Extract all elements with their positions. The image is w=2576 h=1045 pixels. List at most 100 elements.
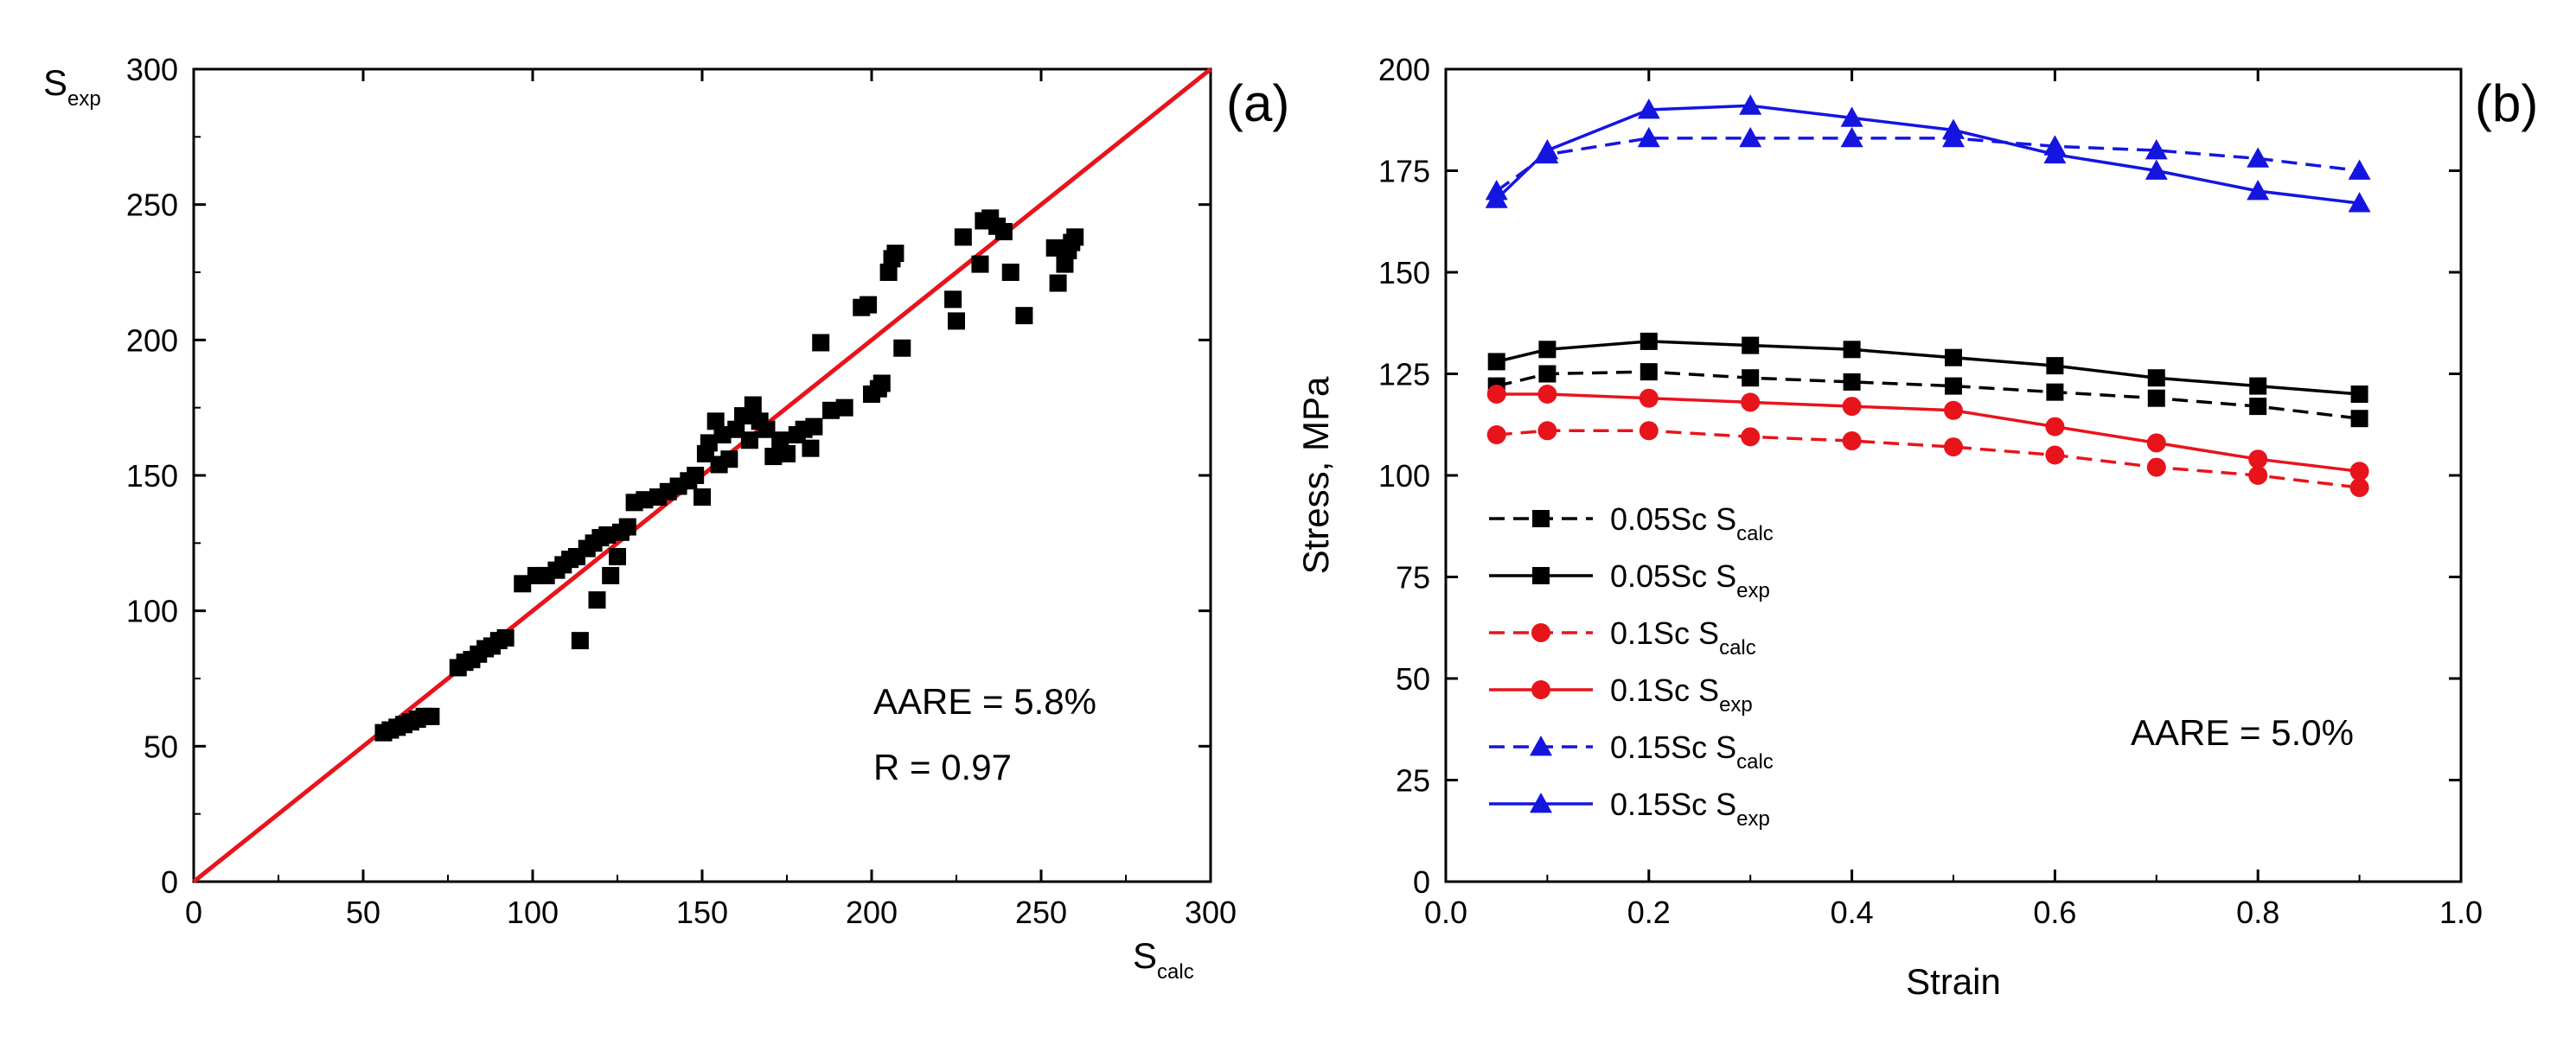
data-point bbox=[994, 223, 1013, 240]
y-tick-label: 25 bbox=[1396, 763, 1430, 799]
y-tick-label: 75 bbox=[1396, 560, 1430, 596]
circle-marker bbox=[1486, 425, 1506, 444]
circle-marker bbox=[1842, 397, 1862, 417]
data-point bbox=[771, 431, 789, 449]
annotation: R = 0.97 bbox=[873, 747, 1012, 787]
legend-label-subscript: calc bbox=[1719, 636, 1756, 659]
legend-label: 0.05Sc Sexp bbox=[1610, 558, 1770, 602]
data-point bbox=[778, 444, 796, 462]
data-point bbox=[618, 518, 636, 536]
x-axis-title-subscript: calc bbox=[1157, 960, 1194, 984]
triangle-marker bbox=[1637, 126, 1660, 148]
triangle-marker bbox=[1840, 126, 1863, 148]
legend-label: 0.1Sc Sexp bbox=[1610, 672, 1753, 717]
y-tick-label: 150 bbox=[126, 458, 178, 494]
data-point bbox=[602, 566, 620, 584]
square-marker bbox=[2046, 357, 2064, 375]
legend-label-subscript: exp bbox=[1719, 693, 1753, 717]
data-point bbox=[740, 431, 758, 449]
data-point bbox=[713, 426, 732, 443]
circle-marker bbox=[2045, 445, 2065, 465]
y-tick-label: 300 bbox=[126, 52, 178, 87]
data-point bbox=[727, 420, 745, 438]
square-marker bbox=[1532, 510, 1550, 527]
square-marker bbox=[2249, 377, 2267, 395]
data-point bbox=[971, 255, 989, 273]
data-point bbox=[944, 290, 962, 309]
panel-label: (a) bbox=[1226, 74, 1289, 132]
square-marker bbox=[2147, 369, 2165, 387]
legend-label-subscript: calc bbox=[1736, 522, 1774, 545]
y-tick-label: 100 bbox=[1378, 458, 1430, 494]
y-axis-title-main: S bbox=[43, 62, 67, 103]
square-marker bbox=[2249, 398, 2267, 416]
x-tick-label: 0.4 bbox=[1831, 895, 1874, 930]
data-point bbox=[496, 629, 515, 647]
series-line bbox=[1496, 340, 2360, 396]
y-tick-label: 125 bbox=[1378, 357, 1430, 392]
square-marker bbox=[1742, 369, 1760, 387]
legend-label: 0.15Sc Sexp bbox=[1610, 787, 1770, 831]
circle-marker bbox=[1639, 421, 1659, 441]
triangle-marker bbox=[1536, 139, 1559, 160]
circle-marker bbox=[2248, 449, 2268, 469]
panel-a-scatter-chart: 0 50 100 150 200 250 300 0 50 100 150 200 250 300 Sexp… bbox=[43, 52, 1289, 984]
x-tick-label: 0.8 bbox=[2236, 895, 2279, 930]
x-tick-label: 0.0 bbox=[1424, 895, 1467, 930]
x-axis-title: Scalc bbox=[1133, 935, 1194, 984]
circle-marker bbox=[2146, 433, 2166, 453]
y-tick-label: 150 bbox=[1378, 255, 1430, 290]
triangle-marker bbox=[1739, 94, 1762, 115]
data-point bbox=[744, 396, 762, 414]
data-point bbox=[873, 374, 891, 392]
y-tick-label: 250 bbox=[126, 188, 178, 223]
triangle-marker bbox=[2348, 192, 2371, 213]
x-tick-label: 50 bbox=[346, 895, 380, 930]
data-point bbox=[821, 401, 840, 419]
x-tick-label: 0.6 bbox=[2033, 895, 2076, 930]
data-point bbox=[571, 632, 589, 650]
square-marker bbox=[1945, 348, 1962, 366]
panel-label: (b) bbox=[2475, 74, 2538, 132]
data-point bbox=[700, 434, 718, 452]
x-tick-label: 1.0 bbox=[2439, 895, 2483, 930]
circle-marker bbox=[1944, 437, 1963, 457]
square-marker bbox=[1538, 341, 1556, 359]
series-line bbox=[1495, 104, 2360, 205]
square-marker bbox=[1640, 363, 1658, 381]
data-point bbox=[1066, 228, 1084, 246]
triangle-marker bbox=[1739, 126, 1762, 148]
legend-label-main: 0.05Sc S bbox=[1610, 558, 1736, 594]
x-tick-label: 150 bbox=[676, 895, 728, 930]
triangle-marker bbox=[1530, 736, 1552, 756]
x-tick-label: 0.2 bbox=[1627, 895, 1671, 930]
x-axis-title-main: S bbox=[1133, 935, 1157, 976]
square-marker bbox=[1487, 353, 1505, 371]
square-marker bbox=[2046, 383, 2064, 401]
series-line bbox=[1496, 429, 2360, 489]
data-point bbox=[1001, 264, 1020, 281]
data-point bbox=[1045, 239, 1064, 257]
circle-marker bbox=[1537, 385, 1557, 404]
data-point bbox=[720, 450, 738, 468]
legend-label-main: 0.15Sc S bbox=[1610, 730, 1736, 765]
triangle-marker bbox=[2043, 143, 2067, 164]
y-axis-title: Stress, MPa bbox=[1295, 376, 1336, 574]
x-tick-label: 0 bbox=[185, 895, 202, 930]
square-marker bbox=[1843, 341, 1861, 359]
triangle-marker bbox=[2247, 180, 2270, 201]
triangle-marker bbox=[2145, 159, 2168, 180]
data-point bbox=[805, 417, 823, 436]
series-line bbox=[1495, 137, 2360, 193]
data-point bbox=[948, 312, 965, 330]
legend-label-main: 0.1Sc S bbox=[1610, 672, 1719, 708]
data-point bbox=[636, 491, 654, 509]
data-point bbox=[588, 591, 606, 609]
circle-marker bbox=[1486, 385, 1506, 404]
series-line bbox=[1496, 392, 2360, 474]
square-marker bbox=[1742, 336, 1760, 354]
y-tick-label: 200 bbox=[1378, 52, 1430, 87]
y-axis-title: Sexp bbox=[43, 62, 101, 111]
legend-label-subscript: calc bbox=[1736, 750, 1774, 774]
